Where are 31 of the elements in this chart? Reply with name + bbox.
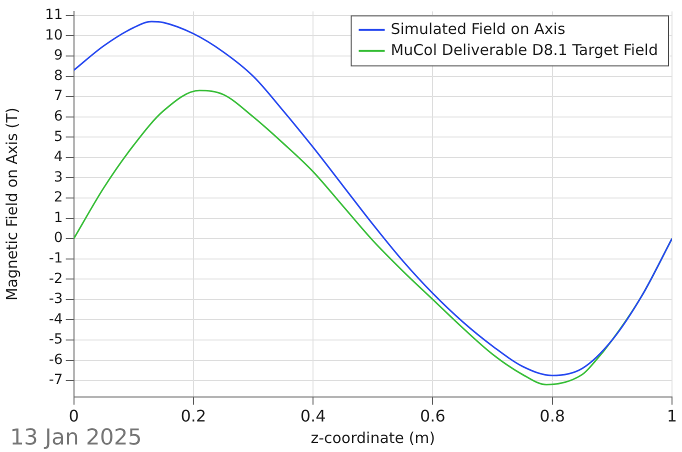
y-tick-label: -3 xyxy=(48,291,63,308)
y-tick-label: 8 xyxy=(54,68,63,84)
x-tick-label: 1 xyxy=(666,406,678,426)
x-tick-label: 0 xyxy=(68,406,79,426)
y-tick-label: -4 xyxy=(48,311,63,328)
y-tick-label: -2 xyxy=(48,270,63,287)
y-tick-label: -1 xyxy=(48,250,63,267)
legend-label: Simulated Field on Axis xyxy=(390,20,566,38)
legend-label: MuCol Deliverable D8.1 Target Field xyxy=(390,40,658,59)
y-tick-label: 5 xyxy=(54,128,63,145)
x-tick-label: 0.6 xyxy=(420,406,446,426)
line-series xyxy=(74,20,672,376)
y-tick-label: -7 xyxy=(48,372,63,388)
y-tick-label: 10 xyxy=(44,27,63,44)
y-tick-label: 9 xyxy=(54,48,63,64)
y-tick-label: 2 xyxy=(54,190,63,206)
y-tick-label: -5 xyxy=(48,332,63,348)
y-tick-label: 0 xyxy=(54,230,63,246)
x-axis-title: z-coordinate (m) xyxy=(310,428,436,447)
x-tick-label: 0.4 xyxy=(300,406,326,426)
x-tick-label: 0.8 xyxy=(540,406,566,426)
y-tick-label: -6 xyxy=(48,352,63,368)
y-tick-label: 6 xyxy=(54,108,63,125)
y-tick-label: 7 xyxy=(54,88,63,104)
y-axis-title: Magnetic Field on Axis (T) xyxy=(2,108,21,301)
text: 13 Jan 2025 xyxy=(10,426,142,451)
y-tick-label: 3 xyxy=(54,169,63,186)
x-tick-label: 0.2 xyxy=(180,406,206,426)
y-tick-label: 11 xyxy=(44,7,63,24)
y-tick-label: 4 xyxy=(54,149,63,166)
y-tick-label: 1 xyxy=(54,210,63,226)
